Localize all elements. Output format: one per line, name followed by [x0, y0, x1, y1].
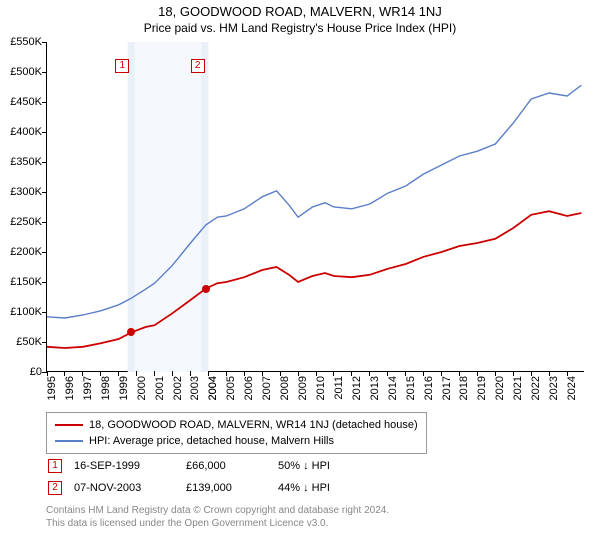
y-axis-label: £350K	[10, 156, 42, 168]
legend-swatch	[55, 440, 83, 442]
table-row: 2 07-NOV-2003 £139,000 44% ↓ HPI	[48, 478, 340, 498]
x-axis-label: 1995	[46, 376, 58, 400]
x-axis-label: 1998	[100, 376, 112, 400]
x-axis-label: 2023	[548, 376, 560, 400]
x-axis-label: 2003	[189, 376, 201, 400]
sale-index-badge: 1	[48, 459, 62, 473]
y-axis-label: £550K	[10, 36, 42, 48]
y-axis-label: £150K	[10, 276, 42, 288]
y-axis-label: £450K	[10, 96, 42, 108]
x-axis-label: 2007	[261, 376, 273, 400]
sale-marker-badge: 1	[115, 59, 129, 73]
sale-price: £139,000	[186, 478, 276, 498]
footer: Contains HM Land Registry data © Crown c…	[46, 504, 389, 530]
x-axis-label: 2018	[458, 376, 470, 400]
x-axis-label: 2000	[136, 376, 148, 400]
sales-table: 1 16-SEP-1999 £66,000 50% ↓ HPI 2 07-NOV…	[46, 454, 342, 500]
table-row: 1 16-SEP-1999 £66,000 50% ↓ HPI	[48, 456, 340, 476]
legend-item: 18, GOODWOOD ROAD, MALVERN, WR14 1NJ (de…	[55, 417, 418, 433]
sale-price: £66,000	[186, 456, 276, 476]
legend-swatch	[55, 424, 83, 426]
chart-title: 18, GOODWOOD ROAD, MALVERN, WR14 1NJ	[0, 0, 600, 19]
sale-marker-dot	[202, 285, 210, 293]
sale-delta: 50% ↓ HPI	[278, 456, 340, 476]
legend-item: HPI: Average price, detached house, Malv…	[55, 433, 418, 449]
y-axis-label: £200K	[10, 246, 42, 258]
sale-date: 07-NOV-2003	[74, 478, 184, 498]
footer-line: Contains HM Land Registry data © Crown c…	[46, 504, 389, 517]
x-axis-label: 1997	[82, 376, 94, 400]
x-axis-label: 2008	[279, 376, 291, 400]
x-axis-label: 2024	[566, 376, 578, 400]
x-axis-label: 1999	[118, 376, 130, 400]
y-axis-label: £400K	[10, 126, 42, 138]
x-axis-label: 2004	[207, 376, 219, 400]
x-axis-label: 2005	[225, 376, 237, 400]
y-axis-label: £0	[30, 366, 42, 378]
x-axis-label: 2015	[405, 376, 417, 400]
legend-label: HPI: Average price, detached house, Malv…	[89, 433, 334, 449]
y-axis-label: £300K	[10, 186, 42, 198]
x-axis-label: 2013	[369, 376, 381, 400]
sale-date: 16-SEP-1999	[74, 456, 184, 476]
y-axis-label: £500K	[10, 66, 42, 78]
plot-area: 12	[46, 42, 584, 372]
legend: 18, GOODWOOD ROAD, MALVERN, WR14 1NJ (de…	[46, 412, 427, 454]
y-axis-label: £250K	[10, 216, 42, 228]
sale-marker-dot	[127, 328, 135, 336]
sale-marker-badge: 2	[191, 59, 205, 73]
x-axis-label: 2001	[154, 376, 166, 400]
chart-area: 12 £0£50K£100K£150K£200K£250K£300K£350K£…	[46, 42, 584, 402]
sale-index-badge: 2	[48, 481, 62, 495]
x-axis-label: 2010	[315, 376, 327, 400]
chart-svg	[47, 42, 585, 372]
y-axis-label: £50K	[16, 336, 42, 348]
footer-line: This data is licensed under the Open Gov…	[46, 517, 389, 530]
x-axis-label: 2020	[494, 376, 506, 400]
y-axis-label: £100K	[10, 306, 42, 318]
x-axis-label: 2006	[243, 376, 255, 400]
x-axis-label: 2016	[423, 376, 435, 400]
x-axis-label: 2014	[387, 376, 399, 400]
x-axis-label: 2012	[351, 376, 363, 400]
x-axis-label: 2022	[530, 376, 542, 400]
x-axis-label: 2019	[476, 376, 488, 400]
legend-label: 18, GOODWOOD ROAD, MALVERN, WR14 1NJ (de…	[89, 417, 418, 433]
x-axis-label: 2011	[333, 376, 345, 400]
x-axis-label: 2002	[172, 376, 184, 400]
x-axis-label: 1996	[64, 376, 76, 400]
sale-delta: 44% ↓ HPI	[278, 478, 340, 498]
x-axis-label: 2009	[297, 376, 309, 400]
chart-subtitle: Price paid vs. HM Land Registry's House …	[0, 19, 600, 41]
x-axis-label: 2021	[512, 376, 524, 400]
chart-container: 18, GOODWOOD ROAD, MALVERN, WR14 1NJ Pri…	[0, 0, 600, 560]
x-axis-label: 2017	[441, 376, 453, 400]
